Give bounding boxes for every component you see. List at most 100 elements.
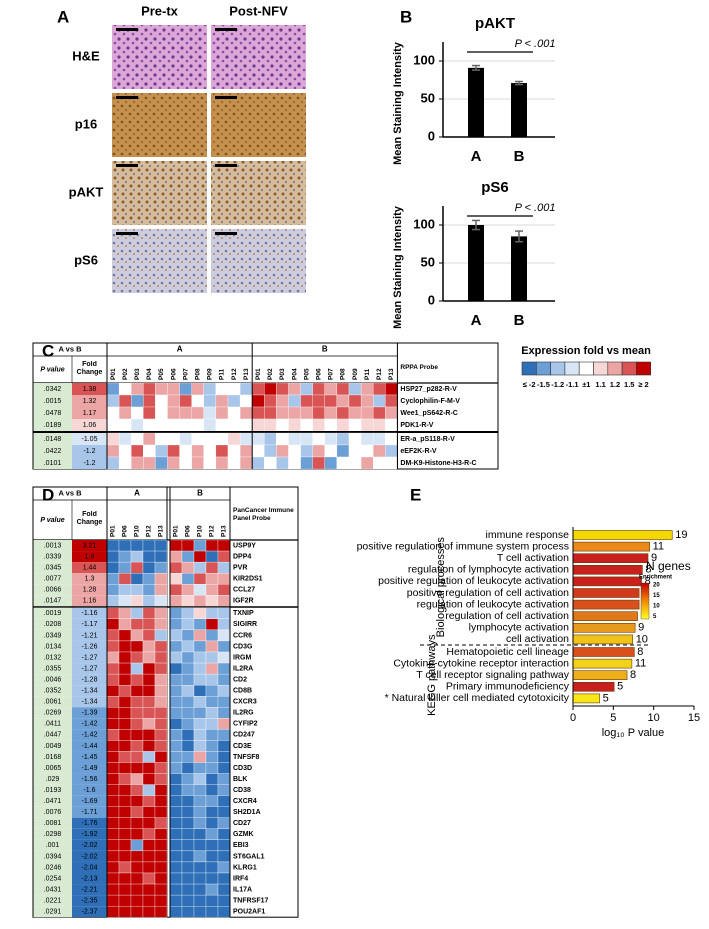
heatmap-cell: [118, 607, 132, 619]
heatmap-cell: [217, 707, 231, 719]
heatmap-cell: [143, 382, 156, 396]
p-value: .0471: [44, 798, 62, 805]
bar: [572, 658, 633, 669]
n-genes-label: 9: [638, 622, 644, 634]
p-value-cell: [33, 618, 72, 630]
heatmap-cell: [169, 883, 183, 896]
fold-change: 1.17: [83, 410, 97, 417]
heatmap-cell: [217, 806, 231, 818]
category-label: cell activation: [506, 633, 569, 645]
heatmap-cell: [118, 432, 132, 446]
histology-image: [211, 229, 306, 293]
header-fold-change: Fold Change: [76, 511, 103, 526]
heatmap-cell: [348, 418, 362, 432]
heatmap-cell: [193, 817, 207, 829]
heatmap-cell: [312, 432, 325, 446]
fold-change: -1.69: [82, 798, 98, 805]
heatmap-cell: [169, 651, 183, 664]
heatmap-cell: [155, 432, 168, 446]
heatmap-cell: [118, 662, 132, 675]
fold-change: -1.76: [82, 820, 98, 827]
heatmap-cell: [118, 718, 132, 730]
fold-change-cell: [72, 817, 107, 829]
heatmap-cell: [106, 406, 120, 420]
heatmap-cell: [106, 806, 120, 818]
sample-label: P12: [231, 368, 238, 380]
p-value: .0081: [44, 820, 62, 827]
heatmap-cell: [143, 456, 156, 470]
p-value: .0447: [44, 732, 62, 739]
heatmap-cell: [227, 418, 241, 432]
header-p-value: P value: [40, 366, 64, 373]
heatmap-cell: [106, 584, 120, 596]
heatmap-cell: [336, 394, 350, 408]
fold-change-cell: [72, 395, 107, 407]
heatmap-cell: [169, 718, 183, 730]
heatmap-cell: [118, 751, 132, 763]
fold-change: 1.8: [85, 553, 95, 560]
heatmap-cell: [264, 418, 277, 432]
p-value-cell: [33, 540, 72, 552]
fold-change: -2.13: [82, 875, 98, 882]
fold-change-cell: [72, 652, 107, 664]
heatmap-cell: [360, 394, 374, 408]
p-value: .0355: [44, 665, 62, 672]
heatmap-cell: [181, 729, 195, 741]
heatmap-cell: [130, 850, 144, 863]
heatmap-cell: [205, 718, 219, 730]
heatmap-cell: [217, 685, 231, 697]
legend-tick-label: 10: [653, 604, 660, 610]
heatmap-cell: [181, 539, 195, 552]
probe-label: CD3E: [233, 743, 252, 750]
heatmap-cell: [288, 418, 301, 432]
heatmap-cell: [118, 573, 132, 585]
heatmap-cell: [130, 651, 144, 664]
heatmap-cell: [193, 861, 207, 874]
fold-change: 1.32: [83, 398, 97, 405]
heatmap-cell: [193, 584, 207, 596]
histology-image: [211, 161, 306, 225]
heatmap-cell: [154, 662, 168, 675]
heatmap-cell: [118, 762, 132, 774]
heatmap-cell: [154, 795, 168, 807]
fold-change: -1.42: [82, 721, 98, 728]
fold-change-cell: [72, 784, 107, 796]
fold-change-cell: [72, 607, 107, 619]
probe-label: CD27: [233, 820, 251, 827]
heatmap-cell: [142, 539, 156, 552]
heatmap-cell: [300, 456, 313, 470]
fold-change: 1.28: [83, 587, 97, 594]
heatmap-cell: [154, 839, 168, 852]
heatmap-cell: [217, 584, 231, 596]
heatmap-cell: [191, 406, 204, 420]
heatmap-cell: [142, 550, 156, 563]
heatmap-cell: [154, 618, 168, 631]
heatmap-cell: [106, 607, 120, 619]
category-label: T cell receptor signaling pathway: [416, 669, 569, 681]
heatmap-cell: [142, 618, 156, 631]
sample-label: P03: [279, 368, 286, 380]
heatmap-cell: [181, 906, 195, 918]
sample-label: P03: [134, 368, 141, 380]
p-value: .0291: [44, 909, 62, 916]
heatmap-cell: [181, 696, 195, 708]
x-tick-label: 0: [570, 712, 576, 724]
heatmap-cell: [169, 729, 183, 741]
column-header: Pre-tx: [141, 3, 179, 18]
heatmap-cell: [191, 394, 204, 408]
chart-title: pAKT: [475, 15, 515, 32]
heatmap-cell: [300, 382, 313, 396]
p-value-cell: [33, 850, 72, 862]
heatmap-cell: [118, 561, 132, 574]
p-value-cell: [33, 795, 72, 807]
heatmap-cell: [143, 432, 156, 446]
heatmap-cell: [215, 456, 229, 470]
sample-label: P06: [170, 368, 177, 380]
p-value-cell: [33, 685, 72, 697]
heatmap-cell: [143, 406, 156, 420]
p-value: .0019: [44, 610, 62, 617]
heatmap-cell: [252, 432, 265, 446]
heatmap-cell: [169, 539, 183, 552]
heatmap-cell: [288, 406, 301, 420]
heatmap-cell: [118, 550, 132, 563]
